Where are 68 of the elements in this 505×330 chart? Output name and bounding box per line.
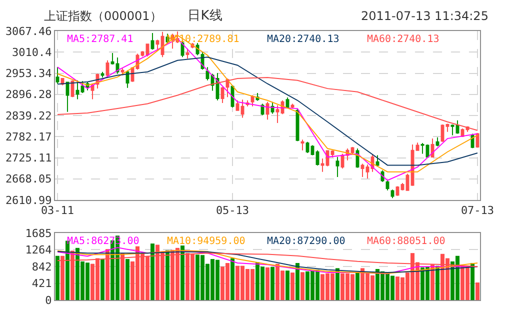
bar: [166, 250, 170, 300]
candlestick: [450, 124, 454, 136]
y-tick-label: 3010.4: [12, 46, 52, 59]
series-label: MA5:2787.41: [67, 34, 134, 45]
y-tick-label: 2668.05: [5, 172, 52, 186]
bar: [300, 272, 304, 300]
text: 2011-07-13 11:34:25: [361, 9, 488, 23]
candlestick: [416, 142, 420, 152]
x-tick-label: 05-13: [216, 204, 250, 218]
series-label: MA60:88051.00: [367, 236, 446, 247]
line-series: [57, 76, 478, 131]
bar: [230, 258, 234, 300]
bar: [56, 256, 60, 300]
x-tick-label: 03-11: [40, 204, 74, 218]
bar: [336, 268, 340, 300]
bar: [356, 272, 360, 300]
bar: [476, 282, 480, 300]
candlestick: [156, 39, 160, 51]
y-tick-label: 2610.99: [5, 194, 52, 207]
candlestick: [360, 163, 364, 178]
bar: [286, 270, 290, 300]
candlestick: [186, 48, 190, 60]
y-tick-label: 1685: [25, 226, 52, 240]
candlestick: [240, 99, 244, 118]
bar: [290, 272, 294, 300]
bar: [126, 259, 130, 300]
bar: [270, 267, 274, 300]
y-tick-label: 0: [45, 294, 52, 307]
series-label: MA10:94959.00: [167, 236, 246, 247]
text: MA20:2740.13: [267, 34, 340, 45]
chart-title: 日K线: [188, 8, 222, 24]
x-tick-label: 07-13: [460, 204, 494, 218]
candlestick: [390, 189, 394, 199]
y-tick-label: 2725.11: [5, 152, 52, 165]
candlestick: [56, 66, 60, 84]
bar: [266, 267, 270, 300]
candlestick: [220, 86, 224, 104]
text: 上证指数（000001）: [44, 9, 162, 23]
candlestick: [300, 139, 304, 151]
y-tick-label: 3067.46: [5, 24, 52, 38]
bar: [150, 244, 154, 300]
bar: [470, 263, 474, 300]
y-tick-label: 1264: [25, 244, 52, 257]
bar: [436, 266, 440, 300]
candlestick: [150, 32, 154, 50]
candlestick: [110, 52, 114, 65]
y-tick-label: 2782.17: [5, 130, 52, 144]
bar: [100, 259, 104, 300]
y-tick-label: 2839.22: [5, 109, 52, 122]
candlestick: [76, 80, 80, 100]
y-tick-label: 842: [32, 260, 52, 274]
candlestick: [420, 142, 424, 154]
bar: [180, 246, 184, 300]
candlestick: [290, 103, 294, 110]
text: MA60:2740.13: [367, 34, 440, 45]
candlestick: [436, 136, 440, 147]
candlestick: [276, 104, 280, 124]
candlestick: [66, 81, 70, 112]
y-tick-label: 421: [32, 277, 52, 290]
candlestick: [320, 158, 324, 172]
candlestick: [90, 83, 94, 100]
bar: [296, 263, 300, 300]
candlestick: [366, 164, 370, 180]
y-tick-label: 2953.34: [5, 67, 52, 80]
series-label: MA20:87290.00: [267, 236, 346, 247]
candlestick: [336, 156, 340, 178]
y-tick-label: 2896.28: [5, 88, 52, 102]
line-series: [57, 56, 478, 166]
